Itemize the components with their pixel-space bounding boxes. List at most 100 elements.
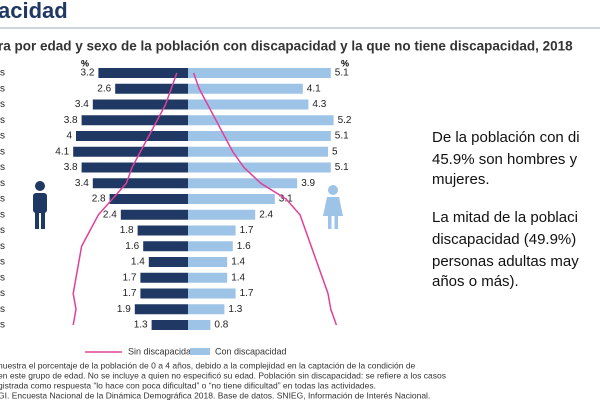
value-label: 1.4 (131, 257, 145, 268)
value-label: 4.1 (307, 83, 321, 94)
value-label: 3.8 (64, 162, 78, 173)
value-label: 5.1 (335, 131, 349, 142)
value-label: 1.9 (117, 304, 131, 315)
bar-left (98, 68, 188, 78)
bar-right (188, 115, 334, 126)
value-label: 2.4 (259, 209, 273, 220)
row-label: s (0, 257, 5, 268)
legend: Sin discapacidad Con discapacidad (85, 346, 287, 356)
value-label: 2.4 (103, 209, 117, 220)
bar-left (137, 225, 188, 236)
row-label: s (0, 146, 5, 157)
row-label: s (0, 162, 5, 173)
bar-left (140, 272, 188, 283)
value-label: 2.6 (97, 83, 111, 94)
bar-right (188, 194, 275, 204)
bar-right (188, 209, 256, 220)
line-left (72, 72, 178, 326)
bar-left (115, 83, 188, 94)
bar-left (140, 288, 188, 299)
body-text: 45.9% son hombres y (432, 151, 578, 168)
row-label: s (0, 320, 5, 331)
bar-right (188, 83, 303, 94)
body-text: personas adultas may (432, 253, 579, 270)
value-label: 5.2 (338, 115, 352, 126)
value-label: 1.7 (240, 288, 254, 299)
note: en este grupo de edad. No se incluye a q… (0, 370, 446, 380)
body-text: La mitad de la poblaci (432, 209, 578, 226)
value-label: 5 (332, 146, 338, 157)
row-label: s (0, 194, 5, 205)
bar-right (188, 304, 225, 315)
body-text: De la población con di (432, 129, 580, 146)
note: GI. Encuesta Nacional de la Dinámica Dem… (0, 390, 430, 400)
chart-title: ra por edad y sexo de la población con d… (0, 39, 573, 54)
row-label: s (0, 83, 5, 94)
value-label: 4 (66, 131, 72, 142)
value-label: 5.1 (335, 162, 349, 173)
row-label: s (0, 99, 5, 110)
row-label: s (0, 288, 5, 299)
unit-label: % (341, 58, 349, 68)
note: nuestra el porcentaje de la población de… (0, 360, 416, 370)
bar-left (109, 194, 188, 204)
bar-right (188, 225, 236, 236)
bar-right (188, 272, 228, 283)
row-label: s (0, 68, 5, 79)
value-label: 3.9 (301, 178, 315, 189)
value-label: 3.4 (75, 99, 89, 110)
value-label: 1.3 (134, 320, 148, 331)
value-label: 3.4 (75, 178, 89, 189)
bar-right (188, 257, 228, 267)
legend-label: Sin discapacidad (128, 346, 196, 356)
value-label: 1.7 (122, 288, 136, 299)
bar-right (188, 99, 309, 110)
value-label: 1.8 (120, 225, 134, 236)
bar-right (188, 241, 233, 252)
row-label: s (0, 178, 5, 189)
bar-left (81, 115, 188, 126)
bar-left (73, 146, 188, 157)
line-right (192, 72, 338, 326)
row-label: s (0, 241, 5, 252)
bar-left (92, 99, 188, 110)
body-text: mujeres. (432, 171, 490, 188)
value-label: 0.8 (214, 320, 228, 331)
slide-title: acidad (0, 0, 68, 23)
bar-left (120, 209, 188, 220)
value-label: 1.4 (231, 272, 245, 283)
row-label: s (0, 225, 5, 236)
bar-left (76, 131, 188, 141)
body-text: años o más). (432, 273, 519, 290)
value-label: 3.8 (64, 115, 78, 126)
bar-left (134, 304, 188, 315)
bar-left (92, 178, 188, 189)
row-label: s (0, 304, 5, 315)
value-label: 1.6 (237, 241, 251, 252)
woman-icon (323, 185, 343, 229)
unit-label: % (81, 58, 89, 68)
bar-left (81, 162, 188, 173)
row-label: s (0, 115, 5, 126)
value-label: 4.3 (312, 99, 326, 110)
value-label: 1.4 (231, 257, 245, 268)
bar-right (188, 178, 298, 189)
row-label: s (0, 272, 5, 283)
bar-right (188, 68, 331, 78)
bar-right (188, 320, 211, 330)
man-icon (33, 181, 47, 229)
value-label: 1.7 (122, 272, 136, 283)
value-label: 1.7 (240, 225, 254, 236)
bar-left (151, 320, 188, 330)
value-label: 3.2 (80, 68, 94, 79)
bar-right (188, 288, 236, 299)
value-label: 4.1 (55, 146, 69, 157)
row-label: s (0, 209, 5, 220)
value-label: 2.8 (92, 194, 106, 205)
bar-right (188, 146, 328, 157)
value-label: 1.3 (228, 304, 242, 315)
bar-right (188, 162, 331, 173)
legend-label: Con discapacidad (215, 346, 287, 356)
bar-right (188, 131, 331, 141)
